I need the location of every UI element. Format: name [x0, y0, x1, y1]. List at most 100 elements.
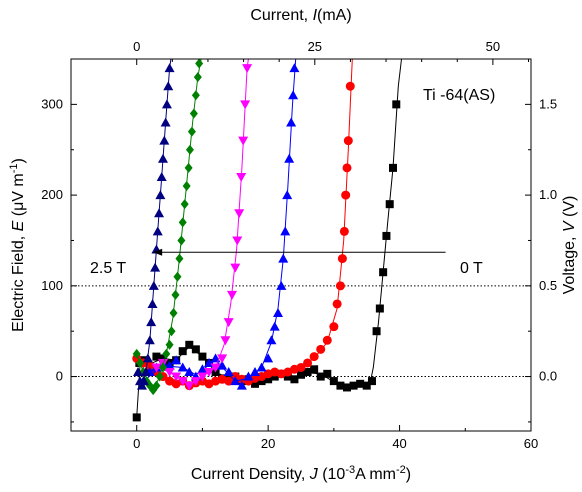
field-high-label: 2.5 T	[90, 260, 126, 277]
data-point	[159, 362, 167, 373]
data-point	[288, 90, 299, 100]
data-point	[184, 367, 195, 377]
data-point	[178, 347, 187, 356]
data-point	[282, 190, 293, 200]
series-1	[132, 58, 355, 391]
right-tick-label: 0.5	[539, 278, 557, 293]
data-point	[169, 308, 178, 319]
y-tick-label: 300	[41, 96, 63, 111]
data-point	[273, 308, 283, 318]
data-point	[332, 299, 342, 309]
data-point	[136, 380, 147, 390]
data-point	[133, 367, 144, 377]
data-point	[224, 376, 234, 386]
data-point	[191, 345, 200, 354]
data-point	[230, 263, 241, 273]
data-point	[152, 380, 161, 391]
x-tick-label: 0	[133, 436, 140, 451]
data-point	[343, 136, 353, 146]
data-point	[335, 281, 345, 291]
data-point	[322, 335, 332, 345]
data-point	[341, 190, 351, 200]
data-point	[379, 268, 388, 277]
data-point	[375, 304, 384, 313]
x-axis-title-bottom: Current Density, J (10-3A mm-2)	[191, 464, 411, 483]
data-point	[180, 199, 189, 210]
data-point	[385, 200, 394, 209]
data-point	[227, 290, 237, 300]
data-point	[278, 253, 289, 263]
data-point	[150, 262, 161, 272]
data-point	[175, 253, 184, 264]
data-point	[289, 63, 300, 73]
data-point	[162, 348, 171, 359]
data-point	[164, 63, 175, 73]
data-point	[190, 377, 201, 387]
data-point	[160, 117, 171, 127]
data-point	[132, 348, 141, 359]
data-point	[329, 377, 338, 386]
data-point	[185, 340, 194, 349]
data-point	[185, 144, 194, 155]
data-point	[165, 339, 174, 350]
top-tick-label: 0	[133, 39, 140, 54]
data-point	[297, 370, 305, 379]
data-point	[164, 368, 175, 378]
data-point	[151, 363, 162, 373]
data-point	[191, 90, 200, 101]
data-point	[161, 99, 172, 109]
right-tick-label: 1.0	[539, 187, 557, 202]
data-point	[171, 289, 180, 300]
data-point	[238, 136, 249, 146]
data-point	[264, 375, 273, 384]
data-point	[189, 108, 198, 119]
data-point	[372, 327, 381, 336]
data-point	[158, 153, 168, 163]
data-point	[236, 172, 247, 182]
data-point	[152, 352, 161, 361]
data-point	[392, 100, 401, 109]
data-point	[177, 235, 186, 246]
data-point	[339, 226, 349, 236]
data-point	[195, 58, 204, 69]
data-point	[148, 280, 159, 290]
top-tick-label: 50	[486, 39, 500, 54]
data-point	[167, 326, 176, 337]
sample-label: Ti -64(AS)	[423, 87, 495, 104]
data-point	[220, 336, 231, 346]
y-axis-title-right: Voltage, V (V)	[561, 196, 578, 295]
series-5	[133, 58, 175, 390]
data-point	[251, 379, 259, 388]
data-point	[290, 375, 299, 384]
data-point	[280, 226, 291, 236]
data-point	[349, 381, 358, 390]
data-point	[234, 209, 245, 219]
data-point	[257, 377, 266, 386]
data-point	[184, 381, 195, 391]
data-point	[242, 64, 253, 74]
data-point	[197, 372, 208, 382]
data-point	[309, 352, 319, 362]
data-point	[230, 376, 241, 386]
data-point	[345, 81, 355, 91]
field-arrow	[153, 248, 446, 256]
top-tick-label: 25	[308, 39, 322, 54]
data-point	[223, 367, 234, 377]
data-point	[132, 413, 141, 422]
data-point	[256, 362, 267, 372]
data-point	[284, 153, 295, 163]
right-tick-label: 0.0	[539, 369, 557, 384]
data-point	[140, 367, 151, 377]
data-point	[240, 100, 251, 110]
data-point	[243, 371, 254, 381]
data-point	[193, 72, 202, 83]
data-point	[159, 135, 170, 145]
data-point	[164, 360, 175, 370]
data-point	[138, 376, 149, 386]
data-point	[343, 383, 351, 392]
data-point	[182, 181, 191, 192]
data-point	[152, 226, 163, 236]
data-point	[382, 231, 391, 240]
data-point	[204, 368, 214, 378]
